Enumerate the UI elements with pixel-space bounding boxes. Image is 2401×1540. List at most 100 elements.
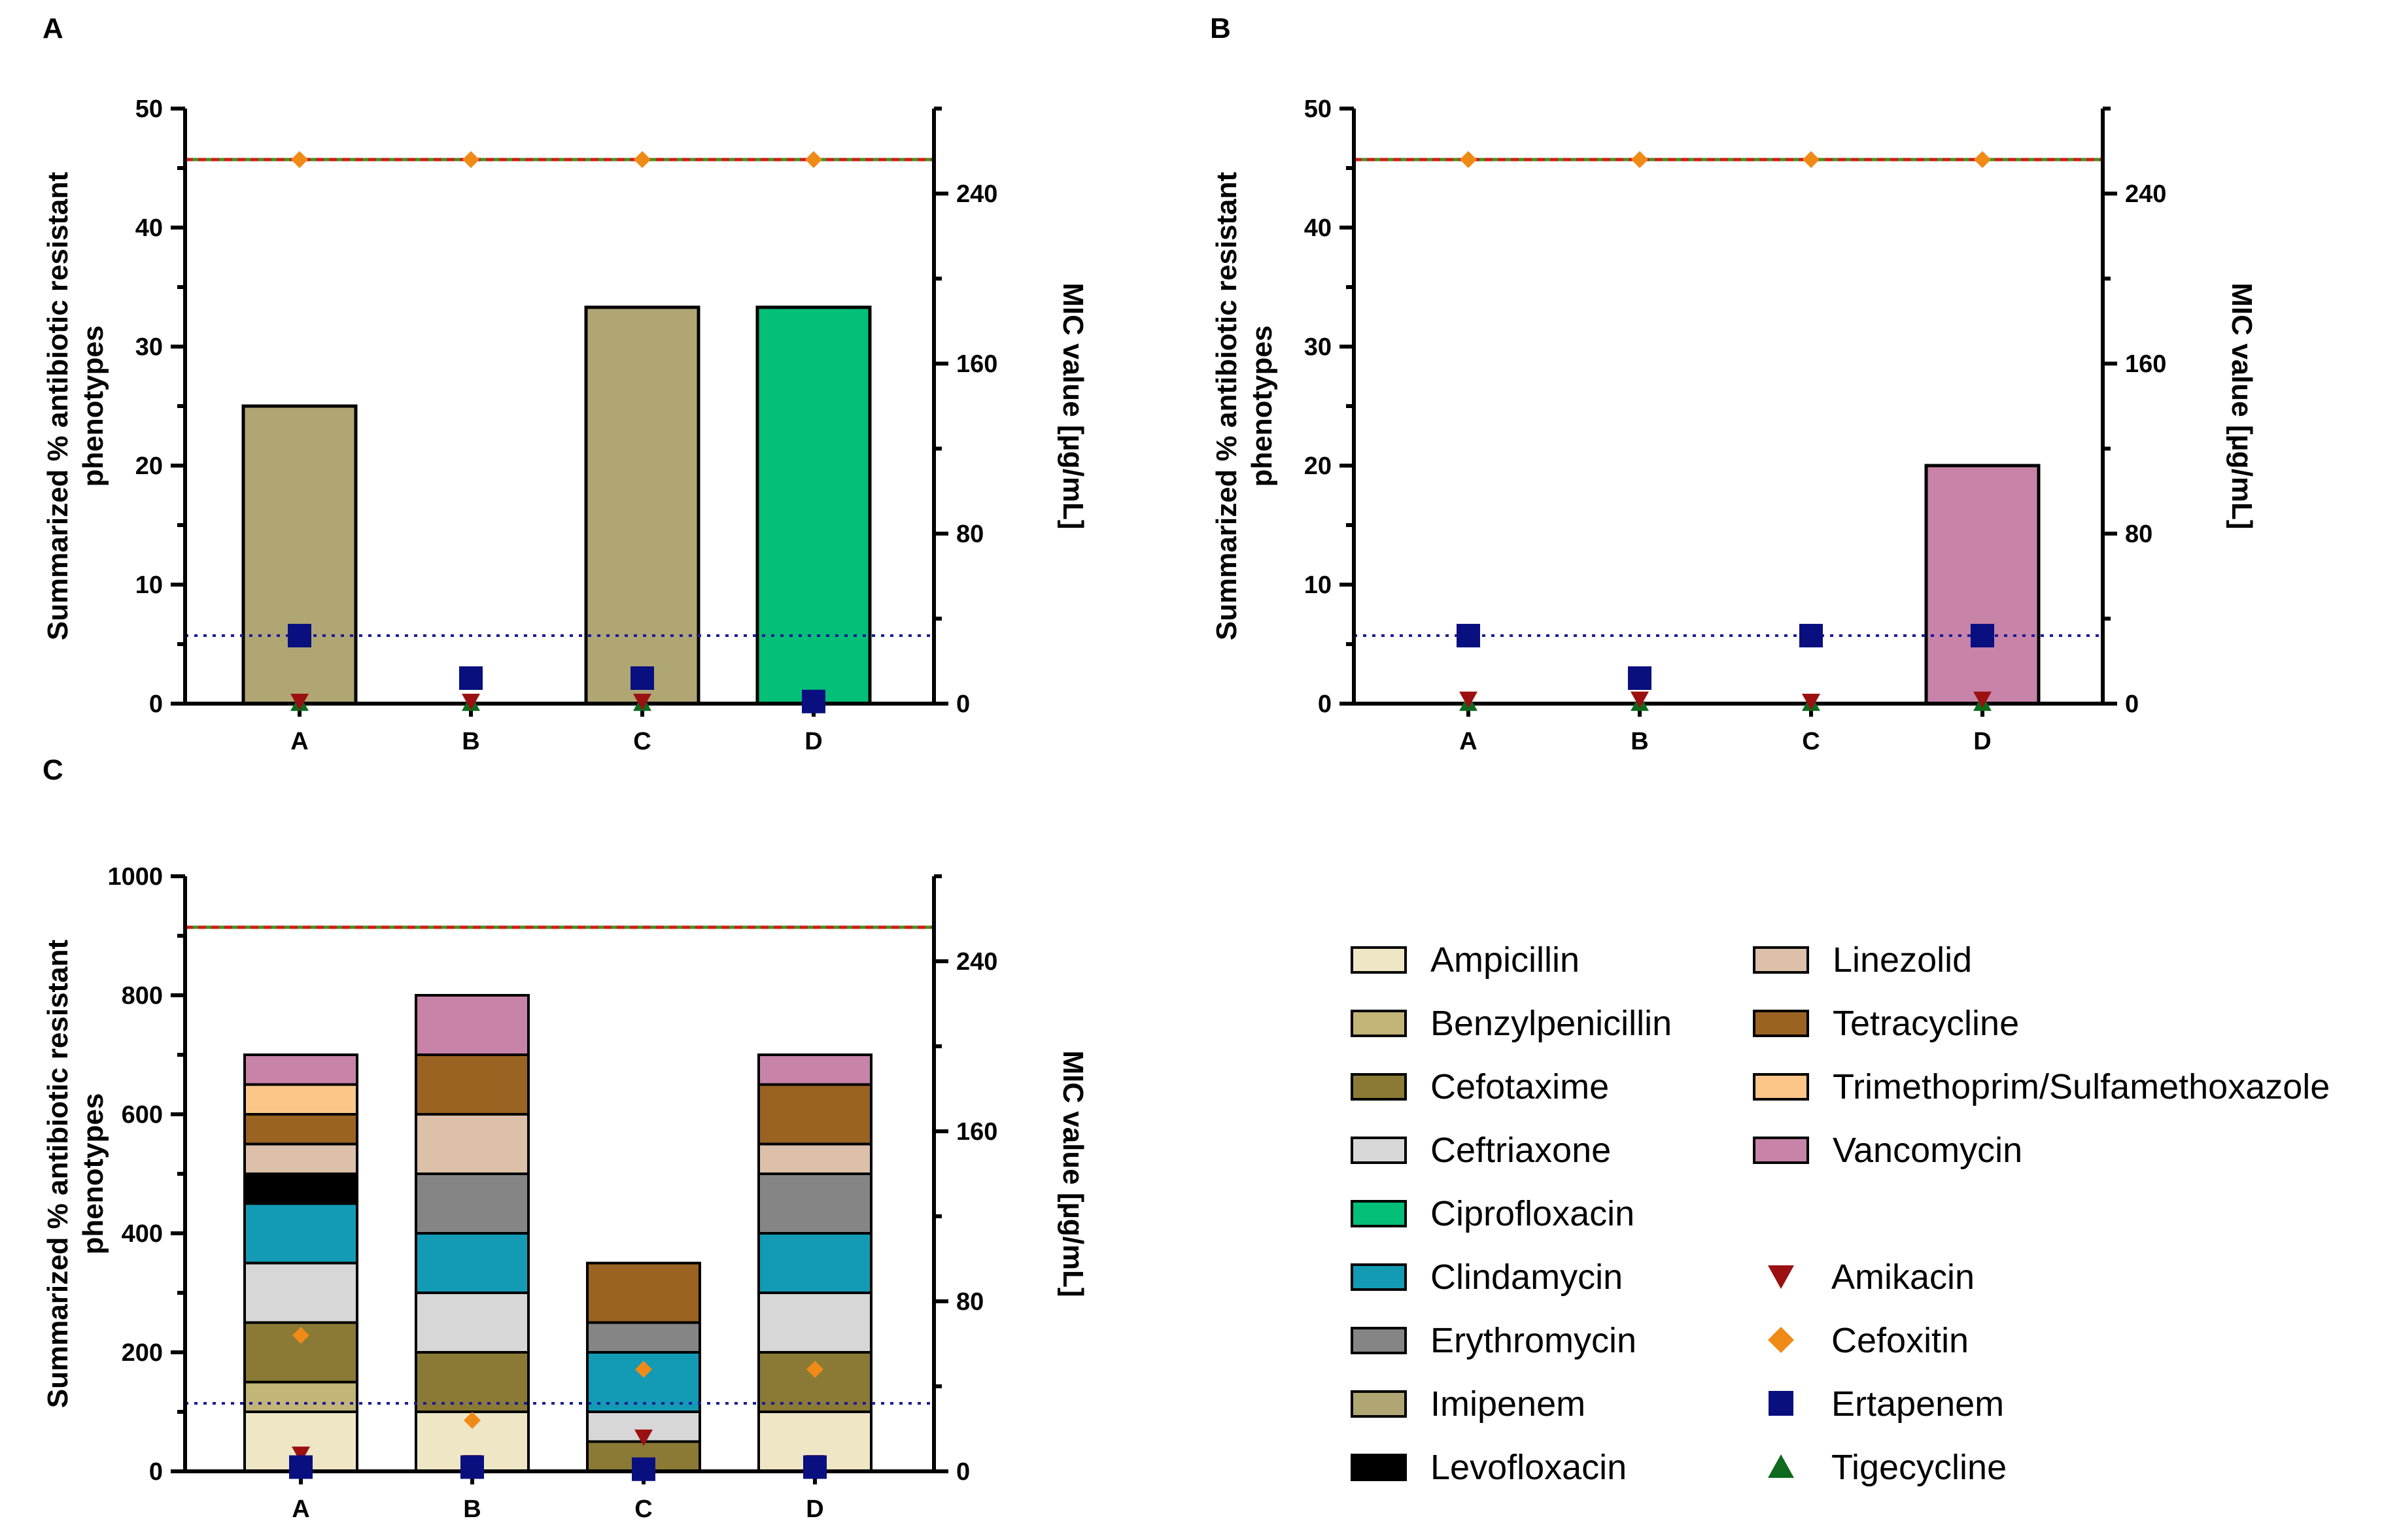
- legend-marker-cefoxitin: [1768, 1327, 1794, 1353]
- y-tick-label: 0: [1318, 691, 1332, 718]
- marker-cefoxitin-a: [292, 1327, 309, 1344]
- legend-label: Trimethoprim/Sulfamethoxazole: [1833, 1067, 2330, 1106]
- y2-axis-title: MIC value [µg/mL]: [1057, 1050, 1089, 1297]
- y-axis-title-line: phenotypes: [77, 1093, 109, 1255]
- marker-ertapenem-d: [802, 689, 825, 713]
- bar-cefotaxime-b: [415, 1351, 530, 1413]
- y2-tick-label: 80: [956, 1288, 984, 1316]
- marker-amikacin-a: [1459, 691, 1477, 708]
- marker-ertapenem-b: [1628, 666, 1651, 690]
- chart-panel-a: A 0 10 20 30 40 50 0 80 160 240 A B C D Summarized % an…: [42, 12, 1089, 755]
- x-tick-label: B: [462, 728, 479, 755]
- y-tick-label: 30: [1304, 334, 1332, 361]
- marker-cefoxitin-d: [805, 151, 822, 168]
- legend-label: Levofloxacin: [1430, 1448, 1627, 1487]
- bar-vancomycin-d: [1924, 464, 2041, 706]
- x-tick-label: B: [463, 1496, 481, 1523]
- y-axis-title: Summarized % antibiotic resistant phenoty…: [1211, 171, 1278, 640]
- marker-cefoxitin-c: [635, 1361, 652, 1378]
- legend-swatch-linezolid: [1753, 946, 1809, 974]
- marker-ertapenem-b: [459, 666, 483, 690]
- chart-panel-c: C 0 200 400 600 800 1000 0 80 160 240 A B C D Summarize…: [42, 754, 1089, 1523]
- y-axis-title: Summarized % antibiotic resistant phenoty…: [42, 171, 109, 640]
- legend-swatch-levofloxacin: [1351, 1454, 1407, 1481]
- legend-label: Ceftriaxone: [1430, 1131, 1611, 1170]
- y2-tick-label: 160: [956, 1118, 997, 1146]
- legend-swatch-ampicillin: [1351, 946, 1407, 974]
- marker-ertapenem-c: [632, 1457, 655, 1481]
- bar-linezolid-b: [415, 1113, 530, 1175]
- marker-cefoxitin-c: [634, 151, 651, 168]
- legend-swatch-ceftriaxone: [1351, 1137, 1407, 1164]
- y2-tick-label: 240: [2125, 180, 2166, 208]
- legend-swatch-trimethoprim-sulfamethoxazole: [1753, 1073, 1809, 1101]
- y2-tick-label: 160: [956, 351, 997, 378]
- marker-ertapenem-d: [803, 1455, 827, 1479]
- legend-label: Ciprofloxacin: [1430, 1194, 1634, 1233]
- y-tick-label: 1000: [107, 863, 163, 891]
- marker-amikacin-c: [1802, 693, 1820, 711]
- legend-swatch-vancomycin: [1753, 1137, 1809, 1164]
- y-tick-label: 40: [1304, 214, 1332, 242]
- marker-ertapenem-d: [1971, 624, 1994, 647]
- panel-label: A: [43, 12, 63, 44]
- x-tick-label: A: [1459, 728, 1477, 755]
- y-tick-label: 20: [1304, 453, 1332, 480]
- bar-vancomycin-a: [243, 1053, 358, 1086]
- bar-tetracycline-a: [243, 1113, 358, 1146]
- bar-levofloxacin-a: [243, 1172, 358, 1205]
- y-tick-label: 600: [122, 1101, 163, 1129]
- y-tick-label: 10: [135, 572, 163, 599]
- bar-clindamycin-a: [243, 1202, 358, 1265]
- y-tick-label: 30: [135, 334, 163, 361]
- x-tick-label: B: [1631, 728, 1648, 755]
- y2-axis-title: MIC value [µg/mL]: [2226, 282, 2258, 529]
- legend-swatch-cefotaxime: [1351, 1073, 1407, 1101]
- marker-cefoxitin-a: [291, 151, 308, 168]
- y2-tick-label: 0: [956, 1458, 970, 1486]
- marker-amikacin-b: [462, 693, 480, 711]
- legend: Ampicillin Benzylpenicillin Cefotaxime Ceft…: [1351, 940, 2330, 1487]
- marker-ertapenem-c: [630, 666, 654, 690]
- y2-tick-label: 160: [2125, 351, 2166, 378]
- y-tick-label: 0: [149, 691, 163, 718]
- marker-amikacin-a: [292, 1446, 310, 1463]
- y-tick-label: 20: [135, 453, 163, 480]
- marker-ertapenem-a: [288, 624, 311, 647]
- y-axis-title-line: Summarized % antibiotic resistant: [42, 171, 74, 640]
- bar-ceftriaxone-b: [415, 1292, 530, 1354]
- bar-vancomycin-d: [757, 1053, 872, 1086]
- legend-label: Tigecycline: [1831, 1448, 2007, 1487]
- legend-label: Ampicillin: [1430, 940, 1580, 980]
- marker-cefoxitin-b: [462, 151, 479, 168]
- marker-amikacin-c: [634, 1429, 653, 1446]
- x-tick-label: C: [1802, 728, 1820, 755]
- legend-swatch-erythromycin: [1351, 1327, 1407, 1354]
- bar-imipenem-c: [584, 305, 700, 706]
- legend-label: Cefoxitin: [1831, 1321, 1969, 1360]
- legend-swatch-imipenem: [1351, 1390, 1407, 1418]
- legend-marker-amikacin: [1768, 1265, 1794, 1289]
- y-tick-label: 50: [135, 95, 163, 123]
- marker-cefoxitin-d: [806, 1361, 823, 1378]
- x-tick-label: C: [633, 728, 651, 755]
- x-tick-label: C: [634, 1496, 652, 1523]
- panel-label: C: [43, 754, 63, 786]
- marker-amikacin-b: [1631, 691, 1649, 708]
- bar-clindamycin-b: [415, 1232, 530, 1294]
- x-tick-label: D: [804, 728, 822, 755]
- bar-erythromycin-d: [757, 1172, 872, 1235]
- marker-amikacin-c: [633, 693, 651, 711]
- legend-label: Amikacin: [1831, 1258, 1975, 1297]
- y-tick-label: 200: [122, 1339, 163, 1367]
- marker-amikacin-d: [1973, 691, 1992, 708]
- legend-marker-ertapenem: [1769, 1391, 1793, 1416]
- bar-erythromycin-b: [415, 1172, 530, 1235]
- bar-vancomycin-b: [415, 994, 530, 1056]
- x-tick-label: A: [290, 728, 308, 755]
- y2-tick-label: 80: [2125, 521, 2152, 548]
- bar-benzylpenicillin-a: [243, 1380, 358, 1413]
- marker-ertapenem-c: [1799, 624, 1823, 647]
- marker-ertapenem-b: [460, 1455, 484, 1479]
